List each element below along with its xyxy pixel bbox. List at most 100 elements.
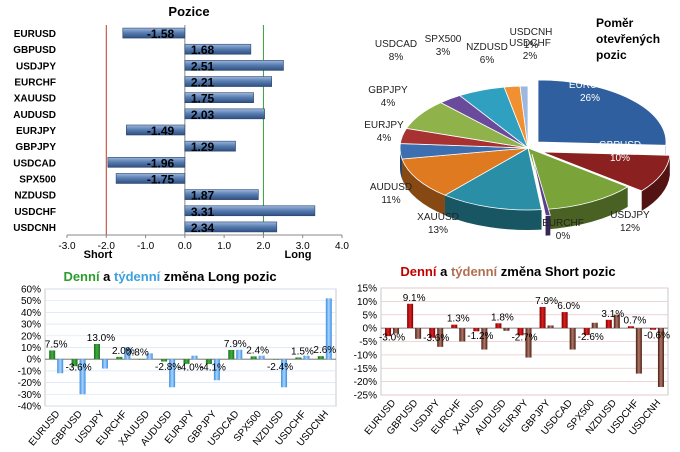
pie-slice-gbpusd — [541, 151, 671, 192]
short-value-label: 7.9% — [535, 296, 558, 307]
short-weekly-bar-eurusd — [393, 328, 400, 334]
short-title-rest: změna Short pozic — [497, 264, 615, 279]
value-label-usdcad: -1.96 — [147, 156, 175, 170]
bar-usdcad — [107, 157, 186, 168]
pie-label-gbpjpy: GBPJPY — [368, 85, 408, 96]
long-daily-bar-gbpjpy — [205, 359, 212, 364]
long-daily-bar-xauusd — [138, 359, 145, 360]
short-change-chart: Denní a týdenní změna Short pozic 15% 10%… — [354, 264, 670, 438]
long-daily-bar-spx500 — [250, 356, 257, 360]
short-y-tick-label: -5% — [359, 337, 377, 348]
long-title-rest: změna Long pozic — [160, 269, 276, 284]
long-daily-bar-usdcad — [228, 349, 235, 360]
long-title-and: a — [100, 269, 114, 284]
long-value-label: 13.0% — [87, 333, 115, 344]
short-title-and: a — [436, 264, 450, 279]
long-value-label: 2.0% — [112, 346, 135, 357]
pie-pct-xauusd: 13% — [428, 225, 448, 236]
short-value-label: 0.7% — [623, 315, 646, 326]
value-label-xauusd: 1.75 — [191, 92, 215, 106]
short-weekly-bar-audusd — [503, 328, 510, 331]
bar-usdcnh — [184, 221, 278, 233]
value-label-audusd: 2.03 — [191, 108, 215, 122]
category-label-audusd: AUDUSD — [13, 110, 56, 121]
short-y-tick-label: -15% — [354, 364, 377, 375]
pie-pct-spx500: 3% — [436, 47, 451, 58]
value-label-nzdusd: 1.87 — [191, 189, 215, 203]
bar-gbpusd — [184, 43, 252, 55]
short-daily-bar-eurchf — [451, 324, 458, 329]
short-y-tick-label: 10% — [357, 297, 377, 308]
bar-audusd — [184, 108, 265, 120]
long-value-label: 0.8% — [126, 347, 149, 358]
category-label-eurchf: EURCHF — [14, 78, 56, 89]
pie-slice-eurchf — [531, 153, 551, 217]
long-y-tick-label: 10% — [21, 343, 41, 354]
short-weekly-bar-xauusd — [481, 328, 488, 350]
short-weekly-bar-usdchf — [635, 328, 642, 374]
category-label-spx500: SPX500 — [19, 174, 56, 185]
x-tick-label: -1.0 — [137, 241, 155, 252]
long-weekly-bar-eurusd — [57, 359, 64, 374]
short-daily-bar-eurusd — [385, 328, 392, 337]
long-value-label: 7.9% — [224, 339, 247, 350]
short-value-label: -3.6% — [423, 333, 449, 344]
short-title: Denní a týdenní změna Short pozic — [400, 264, 615, 279]
x-tick-label: -3.0 — [58, 241, 76, 252]
bar-nzdusd — [184, 189, 259, 200]
short-weekly-bar-gbpjpy — [547, 325, 554, 329]
pie-slice-usdjpy — [527, 147, 629, 210]
value-label-eurchf: 2.21 — [191, 76, 215, 90]
short-y-tick-label: -20% — [354, 377, 377, 388]
long-daily-bar-eurchf — [116, 356, 123, 360]
value-label-usdchf: 3.31 — [191, 205, 215, 219]
short-weekly-bar-eurjpy — [525, 328, 532, 358]
long-value-label: -2.4% — [267, 362, 293, 373]
bar-usdjpy — [184, 60, 284, 71]
short-y-tick-label: 5% — [363, 310, 378, 321]
long-weekly-bar-nzdusd — [281, 359, 288, 388]
long-weekly-bar-usdchf — [303, 355, 310, 360]
pie-pct-eurusd: 26% — [580, 93, 600, 104]
long-value-label: 7.5% — [45, 339, 68, 350]
long-daily-bar-eurjpy — [183, 359, 190, 364]
short-y-tick-label: 0% — [363, 324, 378, 335]
category-label-usdcnh: USDCNH — [13, 223, 56, 234]
long-y-tick-label: -20% — [18, 378, 41, 389]
long-weekly-bar-eurjpy — [191, 355, 198, 360]
value-label-eurjpy: -1.49 — [147, 124, 175, 138]
category-label-gbpusd: GBPUSD — [13, 45, 56, 56]
short-daily-bar-usdcnh — [649, 328, 656, 330]
long-y-tick-label: 30% — [21, 320, 41, 331]
x-tick-label: 4.0 — [335, 241, 349, 252]
value-label-gbpusd: 1.68 — [191, 43, 215, 57]
long-title: Denní a týdenní změna Long pozic — [63, 269, 276, 284]
bar-xauusd — [184, 92, 254, 103]
long-y-tick-label: 40% — [21, 308, 41, 319]
value-label-gbpjpy: 1.29 — [191, 140, 215, 154]
pie-side-xauusd — [444, 195, 542, 230]
bar-spx500 — [115, 173, 186, 184]
long-daily-bar-eurusd — [49, 350, 56, 360]
long-value-label: -4.0% — [177, 363, 203, 374]
value-label-eurusd: -1.58 — [147, 27, 175, 41]
short-weekly-bar-nzdusd — [613, 314, 620, 329]
long-weekly-bar-eurchf — [124, 347, 131, 360]
long-y-tick-label: 50% — [21, 296, 41, 307]
value-label-usdcnh: 2.34 — [191, 221, 215, 235]
pie-label-xauusd: XAUUSD — [417, 212, 459, 223]
short-title-weekly: týdenní — [451, 264, 498, 279]
long-value-label: -4.1% — [200, 363, 226, 374]
pie-slice-usdcnh — [519, 85, 529, 149]
long-value-label: 2.4% — [246, 345, 269, 356]
short-daily-bar-nzdusd — [605, 319, 612, 329]
long-value-label: -2.8% — [155, 362, 181, 373]
pie-pct-usdchf: 2% — [523, 51, 538, 62]
positions-title: Pozice — [168, 4, 209, 19]
long-y-tick-label: 0% — [27, 355, 42, 366]
short-value-label: -2.7% — [511, 332, 537, 343]
long-value-label: 1.5% — [291, 346, 314, 357]
pie-title-line-1: Poměr — [596, 16, 634, 30]
short-weekly-bar-usdcad — [569, 328, 576, 350]
short-value-label: -3.0% — [379, 333, 405, 344]
